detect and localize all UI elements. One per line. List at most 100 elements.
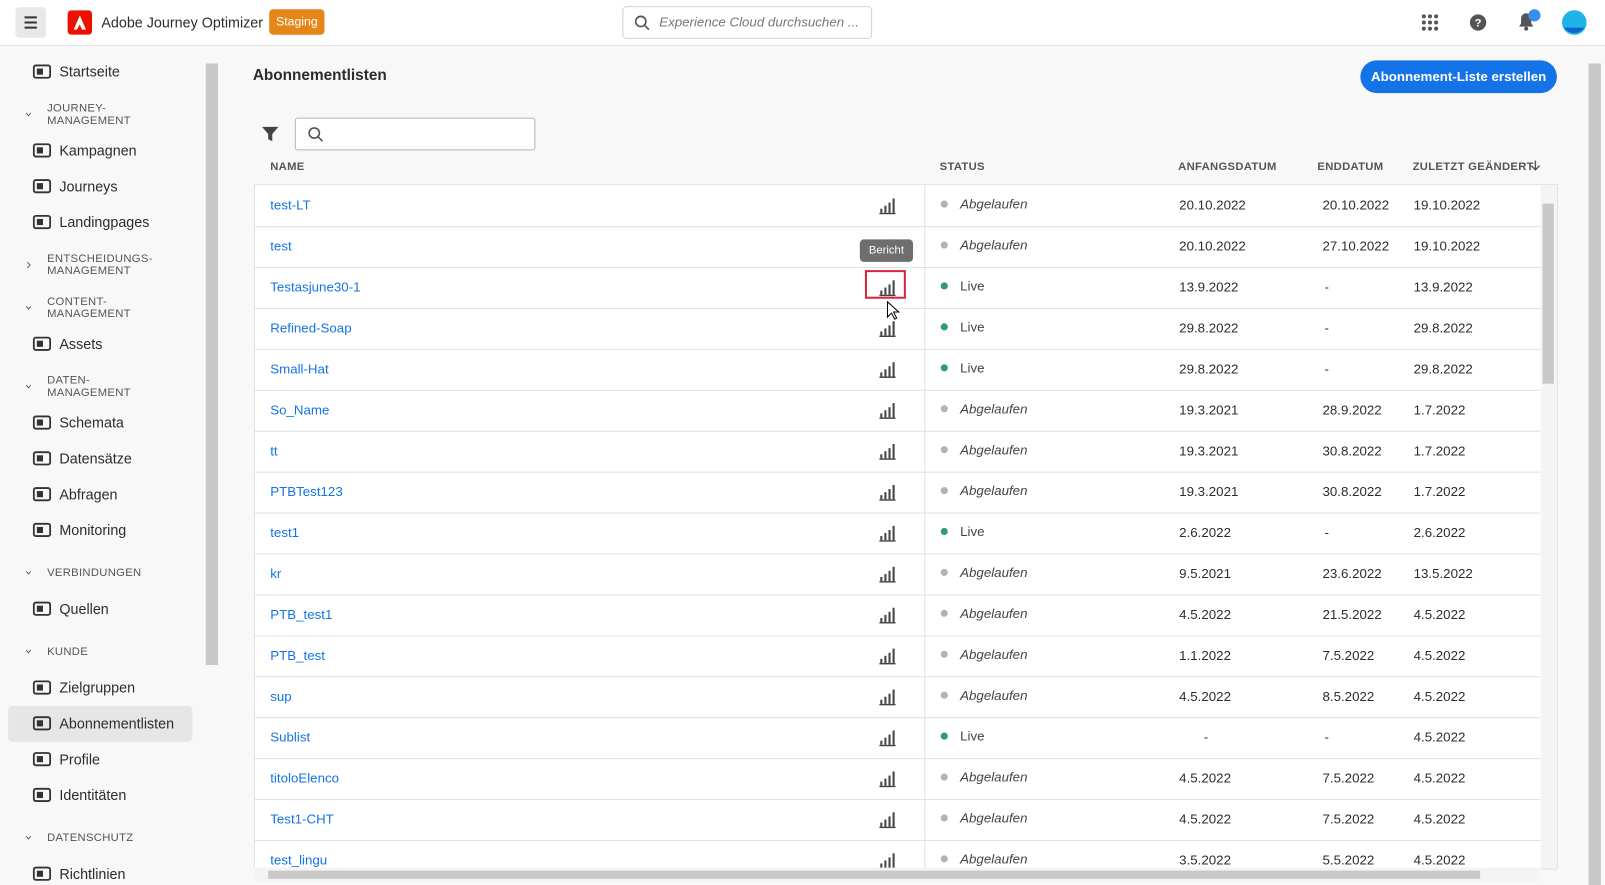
- sidebar-scrollbar: [205, 63, 219, 666]
- list-name[interactable]: test_lingu: [270, 852, 328, 868]
- notifications-icon[interactable]: [1515, 8, 1544, 33]
- avatar[interactable]: [1561, 9, 1588, 36]
- report-icon[interactable]: [879, 279, 896, 297]
- table-row: PTB_test1 Abgelaufen 4.5.2022 21.5.2022 4.5.…: [254, 594, 1541, 637]
- list-name[interactable]: PTBTest123: [270, 483, 343, 500]
- nav-label: Datensätze: [59, 450, 132, 467]
- nav-item[interactable]: Quellen: [8, 591, 192, 627]
- nav-item[interactable]: Startseite: [8, 54, 192, 90]
- help-icon[interactable]: ?: [1469, 13, 1487, 31]
- list-name[interactable]: kr: [270, 565, 282, 582]
- report-icon[interactable]: [879, 484, 896, 501]
- nav-section[interactable]: CONTENT-MANAGEMENT: [8, 290, 192, 326]
- report-icon[interactable]: [879, 729, 896, 747]
- report-icon[interactable]: [879, 770, 896, 788]
- menu-button[interactable]: [15, 7, 47, 38]
- report-icon[interactable]: [879, 689, 896, 706]
- nav-section[interactable]: DATENSCHUTZ: [8, 820, 192, 856]
- report-icon[interactable]: [879, 361, 896, 378]
- column-header[interactable]: ENDDATUM: [1317, 160, 1384, 173]
- report-icon[interactable]: [879, 566, 896, 583]
- list-name[interactable]: Sublist: [270, 729, 311, 745]
- list-name[interactable]: Refined-Soap: [270, 320, 352, 336]
- highlight-box: [864, 270, 906, 299]
- sort-arrow[interactable]: [1530, 160, 1541, 172]
- report-icon[interactable]: [879, 525, 896, 542]
- list-name[interactable]: titoloElenco: [270, 770, 340, 786]
- list-name[interactable]: test1: [270, 524, 300, 541]
- column-header[interactable]: ZULETZT GEÄNDERT: [1412, 160, 1534, 173]
- end-date: -: [1324, 279, 1329, 295]
- status: Abgelaufen: [960, 482, 1028, 499]
- nav-section[interactable]: ENTSCHEIDUNGS-MANAGEMENT: [8, 247, 192, 283]
- create-button[interactable]: Abonnement-Liste erstellen: [1360, 60, 1557, 94]
- nav-item[interactable]: Journeys: [8, 168, 192, 204]
- nav-item[interactable]: Abfragen: [8, 476, 192, 512]
- status: Live: [960, 319, 985, 335]
- column-header[interactable]: ANFANGSDATUM: [1178, 160, 1277, 173]
- table-scrollbar: [1540, 185, 1557, 869]
- list-name[interactable]: test: [270, 238, 292, 254]
- search-box[interactable]: Experience Cloud durchsuchen ...: [622, 6, 873, 39]
- filter-icon[interactable]: [261, 125, 279, 143]
- nav-item[interactable]: Abonnementlisten: [8, 705, 193, 742]
- nav-item[interactable]: Datensätze: [8, 440, 192, 476]
- column-divider: [924, 185, 926, 869]
- report-icon[interactable]: [879, 811, 896, 829]
- svg-text:?: ?: [1475, 18, 1482, 30]
- table-row: test1 Live 2.6.2022 - 2.6.2022: [254, 513, 1541, 555]
- modified-date: 19.10.2022: [1413, 197, 1481, 213]
- modified-date: 4.5.2022: [1413, 729, 1466, 745]
- nav-item[interactable]: Assets: [8, 326, 192, 362]
- nav-item[interactable]: Zielgruppen: [8, 670, 192, 706]
- end-date: 8.5.2022: [1322, 688, 1375, 704]
- table-search[interactable]: [294, 117, 536, 151]
- nav-item[interactable]: Richtlinien: [8, 856, 192, 885]
- nav-icon: [32, 336, 52, 351]
- nav-label: KUNDE: [47, 645, 89, 658]
- nav-icon: [32, 64, 52, 79]
- nav-item[interactable]: Identitäten: [8, 777, 192, 813]
- end-date: 7.5.2022: [1322, 647, 1375, 663]
- nav-item[interactable]: Kampagnen: [8, 132, 192, 168]
- list-name[interactable]: sup: [270, 688, 292, 704]
- status-dot: [940, 855, 948, 863]
- start-date: 29.8.2022: [1179, 320, 1239, 336]
- apps-icon[interactable]: [1421, 13, 1439, 31]
- h-scroll-thumb[interactable]: [268, 870, 1481, 879]
- nav-item[interactable]: Schemata: [8, 405, 192, 441]
- scroll-thumb[interactable]: [1542, 203, 1554, 384]
- nav-section[interactable]: DATEN-MANAGEMENT: [8, 369, 192, 405]
- list-name[interactable]: Test1-CHT: [270, 811, 334, 827]
- chevron: [25, 835, 32, 840]
- nav-section[interactable]: KUNDE: [8, 634, 192, 670]
- end-date: 7.5.2022: [1322, 770, 1375, 786]
- nav-label: Journeys: [59, 178, 118, 195]
- list-name[interactable]: Small-Hat: [270, 361, 329, 377]
- list-name[interactable]: tt: [270, 443, 278, 459]
- nav-item[interactable]: Monitoring: [8, 512, 192, 548]
- report-icon[interactable]: [879, 320, 896, 338]
- list-name[interactable]: test-LT: [270, 197, 311, 213]
- column-header[interactable]: NAME: [270, 160, 305, 173]
- report-icon[interactable]: [879, 607, 896, 624]
- list-name[interactable]: PTB_test1: [270, 606, 333, 623]
- list-name[interactable]: PTB_test: [270, 647, 325, 663]
- report-icon[interactable]: [879, 402, 896, 419]
- list-name[interactable]: So_Name: [270, 402, 330, 418]
- table-row: sup Abgelaufen 4.5.2022 8.5.2022 4.5.2022: [254, 676, 1541, 719]
- list-name[interactable]: Testasjune30-1: [270, 279, 361, 295]
- nav-section[interactable]: VERBINDUNGEN: [8, 555, 192, 591]
- nav-item[interactable]: Landingpages: [8, 204, 192, 240]
- chevron: [25, 112, 32, 117]
- report-icon[interactable]: [879, 197, 896, 215]
- table-row: test_lingu Abgelaufen 3.5.2022 5.5.2022 4.5.…: [255, 840, 1541, 869]
- report-icon[interactable]: [879, 648, 896, 665]
- column-header[interactable]: STATUS: [939, 160, 985, 173]
- nav-section[interactable]: JOURNEY-MANAGEMENT: [8, 97, 192, 133]
- nav-item[interactable]: Profile: [8, 741, 192, 777]
- status: Abgelaufen: [960, 769, 1028, 785]
- status: Live: [960, 278, 985, 294]
- report-icon[interactable]: [879, 443, 896, 460]
